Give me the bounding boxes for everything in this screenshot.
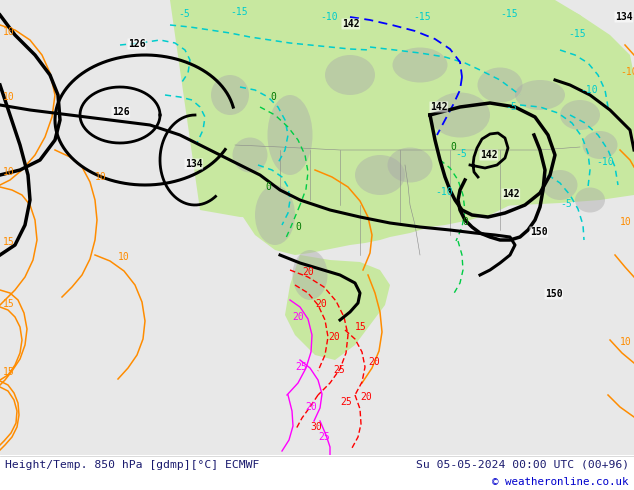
Text: 10: 10 xyxy=(95,172,107,182)
Text: -10: -10 xyxy=(580,85,598,95)
Ellipse shape xyxy=(560,100,600,130)
Text: 25: 25 xyxy=(333,365,345,375)
Ellipse shape xyxy=(575,188,605,213)
Text: 20: 20 xyxy=(305,402,317,412)
Text: 134: 134 xyxy=(615,12,633,22)
Text: 150: 150 xyxy=(530,227,548,237)
Text: 25: 25 xyxy=(295,362,307,372)
Ellipse shape xyxy=(211,75,249,115)
Polygon shape xyxy=(210,0,634,255)
Text: -10: -10 xyxy=(596,157,614,167)
Ellipse shape xyxy=(392,48,448,82)
Text: -15: -15 xyxy=(568,29,586,39)
Text: 25: 25 xyxy=(318,432,330,442)
Ellipse shape xyxy=(430,93,490,138)
Ellipse shape xyxy=(387,147,432,182)
Ellipse shape xyxy=(233,138,268,172)
Text: 10: 10 xyxy=(3,167,15,177)
Polygon shape xyxy=(170,0,634,218)
Text: 20: 20 xyxy=(315,299,327,309)
Text: 15: 15 xyxy=(3,299,15,309)
Ellipse shape xyxy=(355,155,405,195)
Text: 15: 15 xyxy=(3,237,15,247)
Text: 20: 20 xyxy=(360,392,372,402)
Text: Su 05-05-2024 00:00 UTC (00+96): Su 05-05-2024 00:00 UTC (00+96) xyxy=(416,460,629,470)
Text: 20: 20 xyxy=(292,312,304,322)
Text: 126: 126 xyxy=(112,107,129,117)
Text: 0: 0 xyxy=(450,142,456,152)
Text: 142: 142 xyxy=(502,189,520,199)
Text: 25: 25 xyxy=(340,397,352,407)
Text: -15: -15 xyxy=(413,12,430,22)
Ellipse shape xyxy=(583,131,618,159)
Text: 10: 10 xyxy=(118,252,130,262)
Text: 20: 20 xyxy=(368,357,380,367)
Text: 30: 30 xyxy=(310,422,321,432)
Text: 142: 142 xyxy=(342,19,359,29)
Text: 142: 142 xyxy=(480,150,498,160)
Text: -5: -5 xyxy=(560,199,572,209)
Ellipse shape xyxy=(477,68,522,102)
Text: 0: 0 xyxy=(265,182,271,192)
Text: Height/Temp. 850 hPa [gdmp][°C] ECMWF: Height/Temp. 850 hPa [gdmp][°C] ECMWF xyxy=(5,460,259,470)
Text: -15: -15 xyxy=(500,9,517,19)
Text: 15: 15 xyxy=(355,322,366,332)
Text: 20: 20 xyxy=(328,332,340,342)
Text: -10: -10 xyxy=(320,12,338,22)
Text: 150: 150 xyxy=(545,289,562,299)
Ellipse shape xyxy=(292,250,328,300)
Text: 10: 10 xyxy=(620,217,631,227)
Text: 20: 20 xyxy=(302,267,314,277)
Text: 134: 134 xyxy=(185,159,203,169)
Text: -10: -10 xyxy=(620,67,634,77)
Text: -15: -15 xyxy=(230,7,248,17)
Text: 15: 15 xyxy=(3,367,15,377)
Text: 10: 10 xyxy=(3,27,15,37)
Text: -10: -10 xyxy=(435,187,453,197)
Text: © weatheronline.co.uk: © weatheronline.co.uk xyxy=(493,477,629,487)
Ellipse shape xyxy=(515,80,565,110)
Ellipse shape xyxy=(268,95,313,175)
Text: 10: 10 xyxy=(620,337,631,347)
Text: 10: 10 xyxy=(3,92,15,102)
Text: -5: -5 xyxy=(178,9,190,19)
Text: -5: -5 xyxy=(455,149,467,159)
Ellipse shape xyxy=(543,170,578,200)
Text: 0: 0 xyxy=(270,92,276,102)
Text: 0: 0 xyxy=(295,222,301,232)
Text: 126: 126 xyxy=(128,39,146,49)
Polygon shape xyxy=(285,255,390,360)
Text: 142: 142 xyxy=(430,102,448,112)
Text: 0: 0 xyxy=(462,217,468,227)
Ellipse shape xyxy=(325,55,375,95)
Text: -5: -5 xyxy=(505,102,517,112)
Ellipse shape xyxy=(255,185,295,245)
